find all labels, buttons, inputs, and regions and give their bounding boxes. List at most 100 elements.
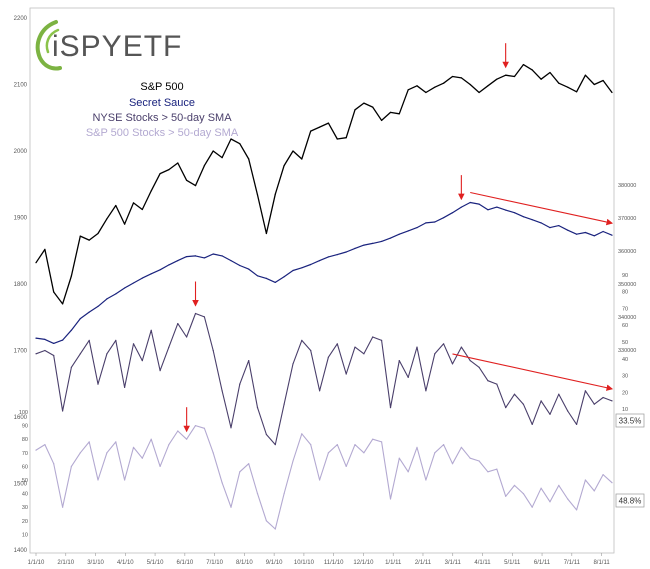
- data-point-sauce: [115, 293, 117, 295]
- y-tick-label-nyse: 30: [622, 374, 628, 380]
- data-point-sp: [443, 444, 445, 446]
- data-point-spx: [354, 109, 356, 111]
- nyse-last-value-box: 33.5%: [615, 413, 645, 428]
- data-point-spx: [115, 204, 117, 207]
- data-point-spx: [549, 71, 551, 74]
- data-point-nyse: [168, 346, 170, 348]
- legend-entry-sp-stocks: S&P 500 Stocks > 50-day SMA: [86, 127, 239, 139]
- data-point-sp: [203, 427, 205, 429]
- sp-last-value: 48.8%: [619, 497, 642, 506]
- data-point-sauce: [186, 256, 188, 258]
- data-point-nyse: [584, 390, 587, 392]
- data-point-spx: [407, 89, 409, 91]
- x-tick-label: 6/1/11: [534, 560, 551, 566]
- data-point-sauce: [230, 260, 232, 262]
- y-tick-label-sp-stocks: 80: [22, 437, 28, 443]
- legend-entry-secret-sauce: Secret Sauce: [129, 97, 195, 109]
- y-tick-label-spx: 2200: [14, 16, 28, 22]
- data-point-sauce: [327, 256, 329, 258]
- data-point-spx: [584, 74, 587, 76]
- data-point-nyse: [44, 349, 46, 352]
- data-point-sauce: [97, 305, 99, 307]
- data-point-sauce: [389, 237, 392, 239]
- data-point-nyse: [79, 353, 81, 355]
- y-tick-label-nyse: 80: [622, 290, 628, 296]
- data-point-sp: [478, 460, 480, 462]
- data-point-sauce: [141, 277, 143, 279]
- data-point-nyse: [283, 403, 285, 405]
- data-point-sauce: [505, 209, 507, 211]
- data-point-spx: [567, 86, 569, 88]
- data-point-sp: [230, 506, 232, 508]
- ispyetf-logo: iSPYETF: [35, 20, 181, 71]
- data-point-sp: [584, 479, 587, 481]
- data-point-spx: [150, 190, 152, 192]
- data-point-sp: [221, 482, 223, 484]
- data-point-sp: [576, 509, 578, 511]
- data-point-spx: [487, 85, 489, 87]
- data-point-nyse: [425, 390, 427, 392]
- y-tick-label-sauce: 330000: [618, 348, 636, 354]
- data-point-nyse: [186, 336, 188, 338]
- data-point-spx: [310, 130, 312, 132]
- data-point-sp: [327, 452, 329, 454]
- data-point-spx: [389, 111, 392, 113]
- data-point-spx: [230, 138, 232, 140]
- data-point-spx: [381, 119, 383, 121]
- data-point-nyse: [221, 390, 223, 392]
- data-point-spx: [602, 79, 604, 82]
- data-point-nyse: [407, 376, 409, 378]
- x-tick-label: 7/1/10: [206, 560, 223, 566]
- data-point-sp: [372, 438, 374, 440]
- x-tick-label: 3/1/10: [87, 560, 104, 566]
- data-point-sp: [132, 446, 135, 448]
- data-point-spx: [53, 291, 55, 293]
- data-point-nyse: [567, 410, 569, 412]
- data-point-nyse: [496, 383, 498, 385]
- data-point-nyse: [310, 349, 312, 352]
- y-tick-label-spx: 1900: [14, 216, 28, 222]
- data-point-spx: [186, 179, 188, 181]
- data-point-nyse: [336, 343, 338, 345]
- logo-swoosh-icon: [35, 20, 62, 71]
- data-point-nyse: [478, 366, 480, 368]
- x-tick-label: 2/1/10: [57, 560, 74, 566]
- data-point-nyse: [327, 356, 329, 358]
- data-point-spx: [62, 303, 64, 305]
- data-point-sauce: [345, 251, 347, 253]
- data-point-nyse: [487, 380, 489, 382]
- data-point-spx: [256, 194, 259, 196]
- x-tick-label: 12/1/10: [353, 560, 374, 566]
- data-point-sp: [283, 493, 285, 495]
- y-tick-label-spx: 1700: [14, 349, 28, 355]
- data-point-sp: [53, 463, 55, 465]
- y-tick-label-spx: 1800: [14, 282, 28, 288]
- annotation-layer: [183, 43, 614, 433]
- series-line-sauce: [35, 201, 613, 344]
- x-tick-label: 8/1/10: [236, 560, 253, 566]
- legend-entry-nyse: NYSE Stocks > 50-day SMA: [92, 112, 232, 124]
- data-point-nyse: [443, 343, 445, 345]
- data-point-spx: [212, 150, 214, 152]
- data-point-sauce: [248, 268, 250, 270]
- data-point-spx: [327, 122, 329, 124]
- data-point-sauce: [310, 263, 312, 266]
- data-point-nyse: [106, 353, 108, 355]
- data-point-nyse: [319, 390, 321, 392]
- data-point-nyse: [194, 312, 197, 315]
- y-tick-label-sp-stocks: 10: [22, 532, 28, 538]
- y-tick-label-nyse: 50: [622, 340, 628, 346]
- data-point-sauce: [443, 217, 445, 219]
- data-point-sp: [505, 495, 507, 497]
- data-point-spx: [425, 91, 427, 94]
- data-point-sp: [381, 441, 383, 443]
- data-point-spx: [124, 223, 126, 225]
- data-point-spx: [576, 91, 578, 93]
- data-point-nyse: [345, 373, 347, 375]
- data-point-sp: [212, 452, 214, 454]
- data-point-nyse: [434, 353, 436, 355]
- data-point-sauce: [301, 267, 303, 269]
- data-point-spx: [478, 91, 480, 94]
- data-point-sauce: [513, 212, 516, 214]
